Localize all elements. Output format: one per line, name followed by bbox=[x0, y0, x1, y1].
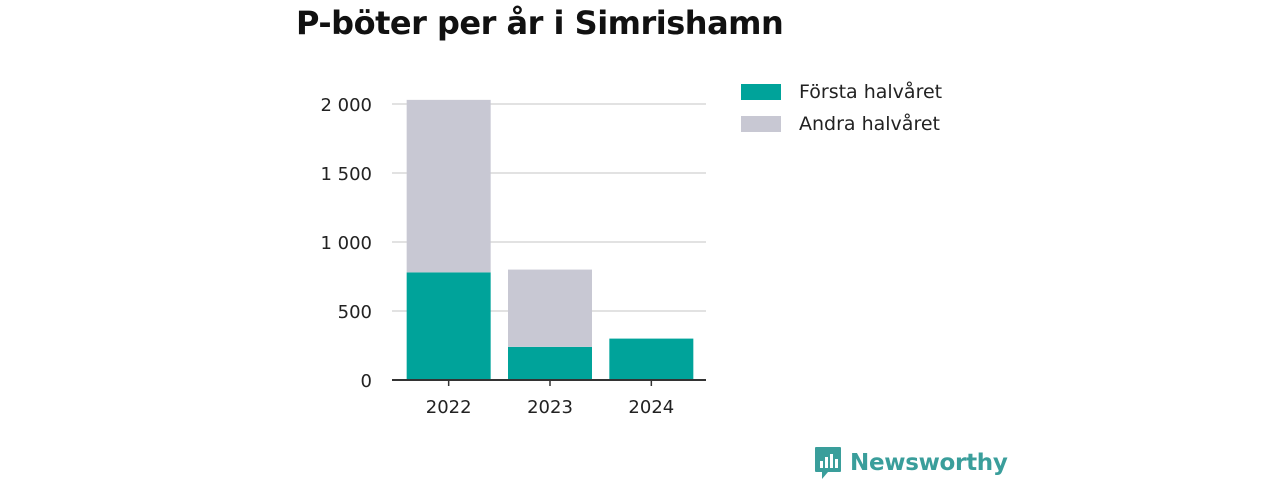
axes bbox=[392, 379, 706, 386]
legend-item-second-half: Andra halvåret bbox=[741, 108, 942, 140]
x-tick-label: 2023 bbox=[527, 397, 573, 418]
legend: Första halvåret Andra halvåret bbox=[741, 76, 942, 140]
newsworthy-logo: Newsworthy bbox=[814, 446, 1008, 480]
bar-2023-series-1 bbox=[508, 346, 592, 380]
y-tick-labels: 0 500 1 000 1 500 2 000 bbox=[320, 95, 372, 392]
y-tick-label: 1 500 bbox=[320, 164, 372, 185]
x-tick-labels: 2022 2023 2024 bbox=[426, 397, 674, 418]
bar-2022-series-2 bbox=[406, 99, 491, 273]
y-tick-label: 500 bbox=[338, 302, 372, 323]
y-tick-label: 2 000 bbox=[320, 95, 372, 116]
chart-title: P-böter per år i Simrishamn bbox=[296, 4, 784, 42]
y-tick-label: 1 000 bbox=[320, 233, 372, 254]
bars bbox=[406, 99, 694, 380]
legend-label-first-half: Första halvåret bbox=[799, 81, 943, 103]
legend-label-second-half: Andra halvåret bbox=[799, 113, 940, 135]
x-tick-label: 2022 bbox=[426, 397, 472, 418]
newsworthy-logo-text: Newsworthy bbox=[850, 450, 1008, 476]
bar-2024-series-1 bbox=[609, 338, 694, 380]
legend-swatch-first-half bbox=[741, 84, 781, 100]
y-tick-label: 0 bbox=[361, 371, 372, 392]
x-tick-label: 2024 bbox=[628, 397, 674, 418]
legend-swatch-second-half bbox=[741, 116, 781, 132]
newsworthy-logo-icon bbox=[815, 447, 841, 479]
bar-2023-series-2 bbox=[508, 269, 592, 347]
legend-item-first-half: Första halvåret bbox=[741, 76, 942, 108]
bar-2022-series-1 bbox=[406, 272, 491, 380]
